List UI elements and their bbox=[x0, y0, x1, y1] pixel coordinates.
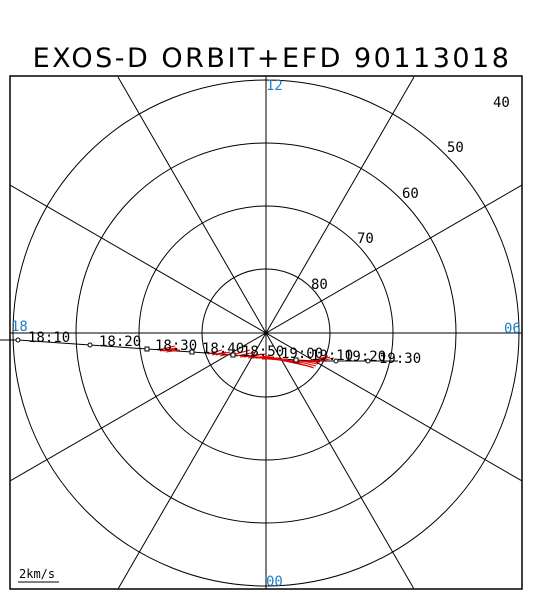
marker-1850 bbox=[230, 352, 236, 358]
marker-1820 bbox=[87, 342, 93, 348]
scale-label: 2km/s bbox=[19, 567, 55, 581]
marker-1810 bbox=[15, 337, 21, 343]
mlt-label-00: 00 bbox=[266, 574, 283, 590]
marker-1900 bbox=[293, 357, 299, 363]
mlt-label-18: 18 bbox=[11, 319, 28, 335]
marker-1910 bbox=[333, 358, 339, 364]
plot-title: EXOS-D ORBIT+EFD 90113018 bbox=[33, 43, 512, 74]
lat-label-80: 80 bbox=[311, 277, 328, 293]
marker-1920 bbox=[365, 358, 371, 364]
lat-label-40: 40 bbox=[493, 95, 510, 111]
time-label-1810: 18:10 bbox=[28, 330, 70, 346]
mlt-label-06: 06 bbox=[504, 321, 521, 337]
time-label-1840: 18:40 bbox=[202, 341, 244, 357]
time-label-1930: 19:30 bbox=[379, 351, 421, 367]
lat-label-50: 50 bbox=[447, 140, 464, 156]
time-label-1910: 19:10 bbox=[311, 348, 353, 364]
mlt-label-12: 12 bbox=[266, 78, 283, 94]
marker-1840 bbox=[189, 349, 195, 355]
time-label-1830: 18:30 bbox=[155, 338, 197, 354]
time-label-1900: 19:00 bbox=[281, 346, 323, 362]
mlt-spoke-10-22 bbox=[117, 76, 415, 589]
time-label-1820: 18:20 bbox=[99, 334, 141, 350]
lat-label-70: 70 bbox=[357, 231, 374, 247]
lat-label-60: 60 bbox=[402, 186, 419, 202]
time-label-1850: 18:50 bbox=[242, 344, 284, 360]
orbit-markers bbox=[15, 337, 371, 364]
time-label-1920: 19:20 bbox=[344, 349, 386, 365]
marker-1830 bbox=[144, 346, 150, 352]
